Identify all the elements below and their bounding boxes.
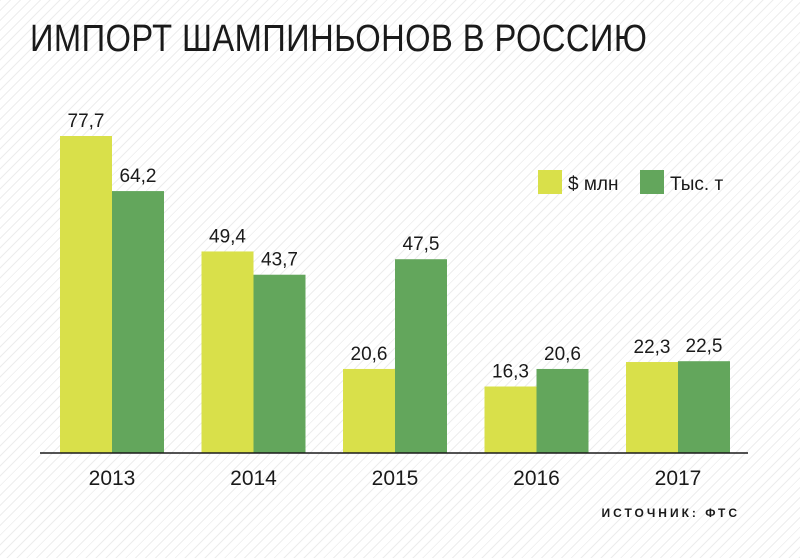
legend-swatch-series-1 xyxy=(640,170,664,194)
bar-2015-series-0 xyxy=(343,368,395,453)
value-label-2013-series-0: 77,7 xyxy=(68,111,105,132)
x-tick-2014: 2014 xyxy=(230,467,277,490)
x-axis-ticks: 2013 2014 2015 2016 2017 xyxy=(89,467,702,490)
value-label-2015-series-1: 47,5 xyxy=(403,234,440,255)
value-label-2015-series-0: 20,6 xyxy=(351,344,388,365)
legend-swatch-series-0 xyxy=(538,170,562,194)
value-label-2013-series-1: 64,2 xyxy=(120,166,157,187)
chart-title: ИМПОРТ ШАМПИНЬОНОВ В РОССИЮ xyxy=(30,18,648,60)
value-label-2017-series-0: 22,3 xyxy=(634,337,671,358)
value-label-2017-series-1: 22,5 xyxy=(686,336,723,357)
bar-2017-series-1 xyxy=(678,361,730,453)
bars-group: 77,7 64,2 49,4 43,7 20,6 47,5 16,3 20,6 22,3 22,5 xyxy=(60,111,730,454)
bar-2015-series-1 xyxy=(395,259,447,453)
bar-2016-series-0 xyxy=(484,386,537,453)
x-tick-2013: 2013 xyxy=(89,467,136,490)
legend: $ млн Тыс. т xyxy=(538,170,723,195)
bar-2014-series-0 xyxy=(201,251,254,453)
x-tick-2015: 2015 xyxy=(372,467,419,490)
value-label-2014-series-0: 49,4 xyxy=(209,226,246,247)
value-label-2016-series-1: 20,6 xyxy=(544,344,581,365)
bar-2013-series-0 xyxy=(60,136,112,453)
bar-2016-series-1 xyxy=(536,368,589,453)
bar-2017-series-0 xyxy=(626,362,678,453)
bar-2013-series-1 xyxy=(112,191,164,454)
x-tick-2017: 2017 xyxy=(655,467,702,490)
source-note: ИСТОЧНИК: ФТС xyxy=(601,506,740,520)
legend-label-series-1: Тыс. т xyxy=(670,174,723,195)
value-label-2014-series-1: 43,7 xyxy=(261,250,298,271)
bar-2014-series-1 xyxy=(253,274,306,453)
legend-label-series-0: $ млн xyxy=(568,174,619,195)
x-tick-2016: 2016 xyxy=(513,467,560,490)
value-label-2016-series-0: 16,3 xyxy=(492,361,529,382)
